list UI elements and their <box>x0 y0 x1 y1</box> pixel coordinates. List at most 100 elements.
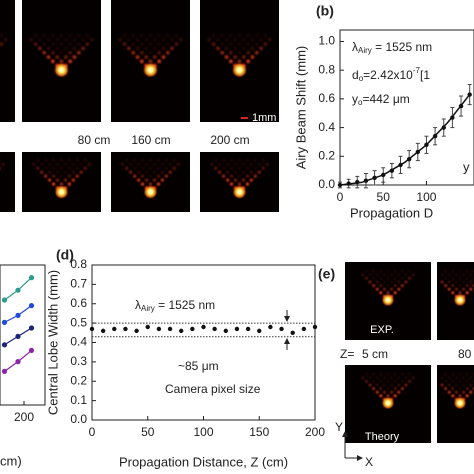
side-lobe <box>34 157 41 164</box>
side-lobe <box>227 32 235 39</box>
side-lobe <box>256 161 263 168</box>
data-point <box>179 328 184 334</box>
side-lobe <box>388 279 395 285</box>
side-lobe <box>240 177 247 184</box>
side-lobe <box>249 53 256 61</box>
y-tick-label: 0.0 <box>70 412 87 426</box>
side-lobe <box>468 389 474 395</box>
side-lobe <box>392 290 398 296</box>
side-lobe <box>127 161 134 168</box>
annotation: λAiry = 1525 nm <box>352 40 432 55</box>
main-lobe <box>142 62 159 78</box>
side-lobe <box>403 279 409 285</box>
side-lobe <box>155 32 163 39</box>
side-lobe <box>54 161 61 168</box>
side-lobe <box>450 371 456 377</box>
side-lobe <box>88 36 96 44</box>
side-lobe <box>147 173 154 180</box>
beam-image <box>437 365 474 443</box>
data-point <box>415 149 421 155</box>
side-lobe <box>0 32 5 39</box>
side-lobe <box>147 40 154 48</box>
side-lobe <box>360 375 366 381</box>
side-lobe <box>457 385 463 392</box>
side-lobe <box>151 177 158 184</box>
side-lobe <box>399 378 406 385</box>
side-lobe <box>374 382 380 388</box>
data-point <box>450 115 455 120</box>
side-lobe <box>135 177 142 184</box>
side-lobe <box>468 375 474 381</box>
side-lobe <box>406 268 413 274</box>
data-point <box>467 92 472 97</box>
beam-image <box>200 152 279 212</box>
side-lobe <box>253 32 261 39</box>
side-lobe <box>142 45 150 52</box>
data-point <box>190 326 195 332</box>
side-lobe <box>78 169 85 176</box>
side-lobe <box>410 272 416 278</box>
side-lobe <box>139 165 146 172</box>
side-lobe <box>252 165 259 172</box>
plot-frame <box>0 264 46 406</box>
side-lobe <box>450 275 456 282</box>
panel-label: (e) <box>318 266 335 282</box>
side-lobe <box>50 165 57 172</box>
side-lobe <box>370 385 377 392</box>
side-lobe <box>164 32 172 39</box>
beam-images <box>0 0 474 443</box>
side-lobe <box>168 45 176 52</box>
side-lobe <box>453 286 460 292</box>
side-lobe <box>464 371 470 377</box>
side-lobe <box>164 40 172 48</box>
data-point <box>156 326 162 332</box>
beam-image <box>22 0 101 122</box>
side-lobe <box>460 375 467 381</box>
data-point <box>15 312 21 318</box>
data-point <box>134 328 139 334</box>
side-lobe <box>164 49 172 57</box>
z-label: 80 <box>458 347 472 361</box>
side-lobe <box>129 32 137 39</box>
side-lobe <box>220 157 227 164</box>
side-lobe <box>49 32 57 39</box>
side-lobe <box>236 32 243 39</box>
annotation: do=2.42x10-7[1 <box>352 66 430 83</box>
side-lobe <box>50 173 57 180</box>
side-lobe <box>236 40 243 48</box>
axis-name: X <box>365 455 373 469</box>
side-lobe <box>249 36 256 44</box>
side-lobe <box>30 161 37 168</box>
side-lobe <box>388 286 395 292</box>
side-lobe <box>50 181 57 188</box>
data-point <box>346 181 351 186</box>
side-lobe <box>155 173 162 180</box>
side-lobe <box>244 32 252 39</box>
side-lobe <box>163 157 170 164</box>
x-axis-label: Propagation Distance, Z (cm) <box>119 454 288 469</box>
side-lobe <box>58 173 65 180</box>
side-lobe <box>388 272 395 278</box>
data-point <box>355 179 360 185</box>
data-point <box>257 328 262 334</box>
data-point <box>28 325 35 331</box>
side-lobe <box>138 40 146 48</box>
data-point <box>1 297 8 303</box>
side-lobe <box>151 169 158 176</box>
side-lobe <box>58 165 65 172</box>
side-lobe <box>240 53 248 61</box>
side-lobe <box>381 382 388 388</box>
y-tick-label: 0.4 <box>70 335 87 349</box>
side-lobe <box>34 165 41 172</box>
side-lobe <box>46 161 53 168</box>
side-lobe <box>216 169 223 176</box>
distance-label: 80 cm <box>78 133 111 147</box>
side-lobe <box>450 393 456 399</box>
side-lobe <box>392 275 398 282</box>
beam-image <box>437 262 474 340</box>
side-lobe <box>231 53 239 61</box>
side-lobe <box>374 375 380 381</box>
side-lobe <box>79 45 87 52</box>
y-tick-label: 0.1 <box>70 393 87 407</box>
side-lobe <box>460 382 467 388</box>
